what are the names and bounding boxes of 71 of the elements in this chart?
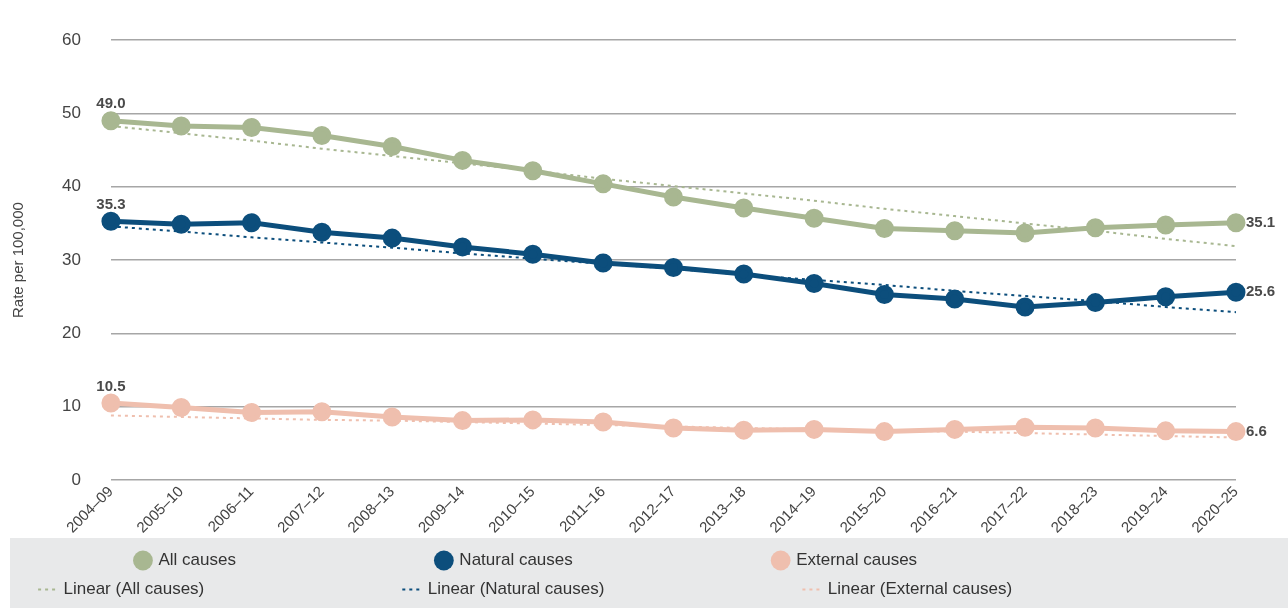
data-label: 35.3 [96, 194, 126, 212]
point [1226, 422, 1246, 442]
point [382, 407, 402, 427]
data-label: 35.1 [1246, 212, 1276, 230]
point [804, 419, 824, 439]
data-label: 10.5 [96, 376, 126, 394]
point [1226, 213, 1246, 233]
data-label: 49.0 [96, 94, 126, 112]
data-label: 25.6 [1246, 282, 1276, 300]
point [945, 289, 965, 309]
point [1015, 297, 1035, 317]
point [593, 174, 613, 194]
point [734, 198, 754, 218]
point [523, 410, 543, 430]
point [312, 222, 332, 242]
point [1085, 418, 1105, 438]
legend-label: All causes [158, 550, 425, 570]
point [242, 213, 262, 233]
point [242, 403, 262, 423]
point [242, 117, 262, 137]
point [101, 393, 121, 413]
y-tick-label: 20 [61, 323, 81, 343]
y-tick-label: 10 [61, 396, 81, 416]
legend-label: External causes [796, 550, 1107, 570]
point [663, 187, 683, 207]
point [523, 244, 543, 264]
point [593, 253, 613, 273]
point [734, 420, 754, 440]
point [453, 150, 472, 170]
point [804, 274, 824, 294]
y-tick-label: 30 [61, 249, 81, 269]
point [101, 211, 121, 231]
point [945, 419, 965, 439]
legend-label: Linear (External causes) [827, 579, 1202, 599]
point [1226, 282, 1246, 302]
point [874, 219, 894, 239]
point [663, 257, 683, 277]
point [453, 411, 472, 431]
legend-label: Linear (Natural causes) [427, 579, 794, 599]
point [945, 221, 965, 241]
point [804, 208, 824, 228]
point [593, 412, 613, 432]
point [171, 116, 191, 136]
point [382, 136, 402, 156]
point [382, 228, 402, 248]
point [1156, 287, 1176, 307]
point [663, 418, 683, 438]
point [171, 397, 191, 417]
y-tick-label: 0 [71, 469, 81, 489]
data-label: 6.6 [1246, 421, 1267, 439]
point [312, 402, 332, 422]
point [1085, 293, 1105, 313]
y-tick-label: 60 [61, 29, 81, 49]
point [734, 264, 754, 284]
point [1156, 421, 1176, 441]
legend-label: Linear (All causes) [63, 579, 394, 599]
point [1015, 417, 1035, 437]
y-tick-label: 50 [61, 103, 81, 123]
point [874, 285, 894, 305]
point [874, 422, 894, 442]
y-tick-label: 40 [61, 176, 81, 196]
point [312, 125, 332, 145]
point [523, 161, 543, 181]
point [171, 214, 191, 234]
point [1156, 215, 1176, 235]
point [101, 111, 121, 131]
legend-label: Natural causes [459, 550, 762, 570]
y-axis-title: Rate per 100,000 [9, 202, 27, 319]
point [453, 237, 472, 257]
point [1015, 223, 1035, 243]
point [1085, 218, 1105, 238]
